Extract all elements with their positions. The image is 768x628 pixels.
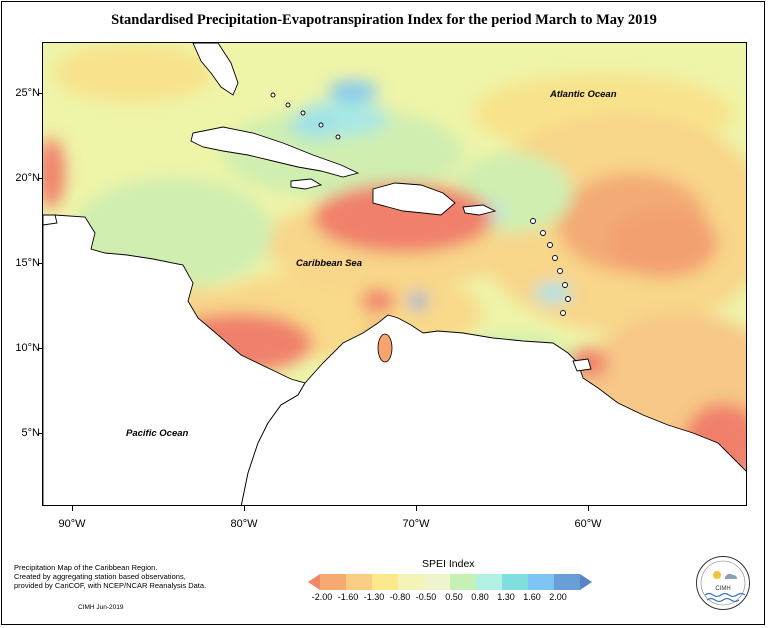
legend-swatch-10 xyxy=(554,574,580,590)
footnote-credit: CIMH Jun-2019 xyxy=(78,604,124,611)
legend-swatch-8 xyxy=(502,574,528,590)
legend-swatch-4 xyxy=(398,574,424,590)
legend-tick: -2.00 xyxy=(311,592,333,602)
lat-label-25n: 25°N xyxy=(15,87,40,99)
lon-tick xyxy=(588,506,589,511)
legend-swatch-1 xyxy=(320,574,346,590)
lat-tick xyxy=(38,263,43,264)
legend-title: SPEI Index xyxy=(422,558,475,570)
atlantic-ocean-label: Atlantic Ocean xyxy=(550,89,617,100)
sun-icon xyxy=(713,571,721,579)
legend-tick: 1.30 xyxy=(497,592,515,602)
map-title: Standardised Precipitation-Evapotranspir… xyxy=(111,12,657,28)
legend-tick: 0.80 xyxy=(471,592,489,602)
lon-label-70w: 70°W xyxy=(402,518,430,530)
svg-text:CIMH: CIMH xyxy=(715,586,730,592)
legend-swatch-3 xyxy=(372,574,398,590)
legend-tick: 0.50 xyxy=(445,592,463,602)
wave-icon xyxy=(706,597,740,603)
legend-swatch-5 xyxy=(424,574,450,590)
cloud-icon xyxy=(725,573,737,579)
footnote-line-1: Precipitation Map of the Caribbean Regio… xyxy=(14,563,158,572)
legend-swatch-2 xyxy=(346,574,372,590)
lat-label-20n: 20°N xyxy=(15,172,40,184)
legend-swatch-7 xyxy=(476,574,502,590)
lon-label-90w: 90°W xyxy=(58,518,86,530)
lake-maracaibo xyxy=(377,333,393,363)
lat-label-10n: 10°N xyxy=(15,342,40,354)
land-masses xyxy=(43,43,746,505)
legend-tick: -1.60 xyxy=(337,592,359,602)
lon-label-80w: 80°W xyxy=(230,518,258,530)
map-panel xyxy=(42,42,747,506)
lon-tick xyxy=(416,506,417,511)
wave-icon xyxy=(704,592,746,598)
lat-tick xyxy=(38,348,43,349)
legend-swatch-0 xyxy=(308,574,320,590)
lat-label-5n: 5°N xyxy=(21,427,40,439)
legend-color-bar xyxy=(308,574,592,590)
spei-field xyxy=(43,43,746,505)
footnote-line-3: provided by CariCOF, with NCEP/NCAR Rean… xyxy=(14,581,207,590)
caribbean-sea-label: Caribbean Sea xyxy=(296,258,362,269)
lat-tick xyxy=(38,93,43,94)
cimh-logo: CIMH xyxy=(696,556,750,610)
legend-tick: -0.80 xyxy=(389,592,411,602)
pacific-ocean-label: Pacific Ocean xyxy=(126,428,189,439)
lat-label-15n: 15°N xyxy=(15,257,40,269)
lat-tick xyxy=(38,433,43,434)
legend-tick: 1.60 xyxy=(523,592,541,602)
lon-tick xyxy=(244,506,245,511)
lat-tick xyxy=(38,178,43,179)
legend-tick: -1.30 xyxy=(363,592,385,602)
legend-swatch-11 xyxy=(580,574,592,590)
legend-swatch-6 xyxy=(450,574,476,590)
lon-label-60w: 60°W xyxy=(574,518,602,530)
legend-tick: 2.00 xyxy=(549,592,567,602)
legend-tick: -0.50 xyxy=(415,592,437,602)
legend-swatch-9 xyxy=(528,574,554,590)
lon-tick xyxy=(72,506,73,511)
footnote-line-2: Created by aggregating station based obs… xyxy=(14,572,186,581)
